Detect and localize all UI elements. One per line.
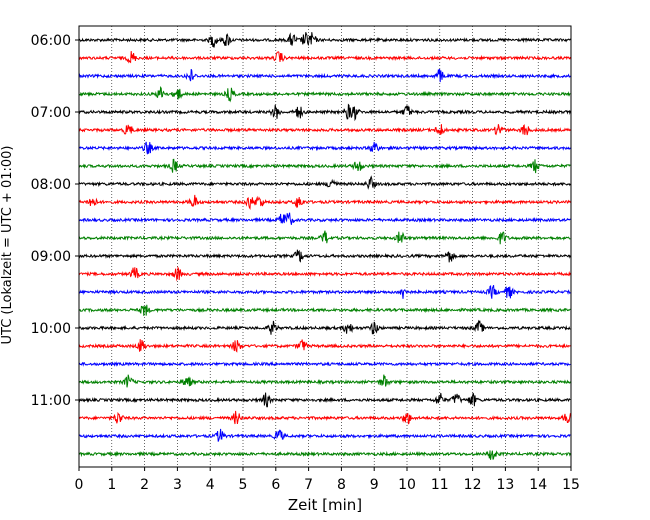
seismic-traces	[78, 32, 571, 460]
trace-1100	[78, 392, 571, 408]
y-tick-label: 06:00	[31, 33, 71, 49]
trace-0815	[78, 194, 571, 211]
x-tick-label: 12	[464, 477, 482, 493]
x-tick-label: 3	[173, 477, 182, 493]
x-tick-label: 13	[496, 477, 514, 493]
x-tick-label: 15	[562, 477, 580, 493]
y-tick-label: 11:00	[31, 393, 71, 409]
trace-0915	[78, 265, 571, 282]
trace-0615	[78, 51, 571, 64]
trace-0630	[78, 68, 571, 83]
trace-0645	[78, 86, 571, 103]
x-tick-label: 7	[304, 477, 313, 493]
trace-0930	[78, 284, 571, 299]
trace-0900	[78, 249, 571, 263]
trace-1015	[78, 339, 571, 353]
y-tick-label: 07:00	[31, 105, 71, 121]
trace-1000	[78, 319, 571, 335]
trace-1045	[78, 374, 571, 388]
x-tick-label: 11	[431, 477, 449, 493]
trace-1130	[78, 428, 571, 442]
x-tick-label: 1	[107, 477, 116, 493]
trace-0715	[78, 124, 571, 136]
x-tick-label: 6	[271, 477, 280, 493]
trace-0830	[78, 212, 571, 225]
y-axis-ticks: 06:00 07:00 08:00 09:00 10:00 11:00	[31, 33, 79, 409]
x-tick-label: 8	[337, 477, 346, 493]
trace-0700	[78, 103, 571, 122]
x-tick-label: 4	[206, 477, 215, 493]
trace-0730	[79, 141, 571, 155]
trace-0945	[78, 304, 571, 316]
trace-1115	[78, 410, 571, 425]
y-axis-label: UTC (Lokalzeit = UTC + 01:00)	[0, 146, 15, 345]
trace-0800	[78, 175, 571, 190]
trace-0745	[78, 158, 571, 174]
x-tick-label: 2	[140, 477, 149, 493]
trace-0600	[78, 32, 571, 48]
y-tick-label: 10:00	[31, 321, 71, 337]
plot-frame	[78, 25, 572, 468]
trace-1145	[78, 450, 571, 460]
x-tick-label: 10	[398, 477, 416, 493]
x-tick-label: 9	[370, 477, 379, 493]
trace-0845	[78, 230, 571, 245]
x-axis-label: Zeit [min]	[288, 496, 362, 514]
y-tick-label: 09:00	[31, 249, 71, 265]
y-tick-label: 08:00	[31, 177, 71, 193]
x-tick-label: 5	[239, 477, 248, 493]
trace-1030	[78, 360, 571, 367]
x-tick-label: 0	[75, 477, 84, 493]
x-tick-label: 14	[529, 477, 547, 493]
x-axis-ticks: 0 1 2 3 4 5 6 7 8 9 10 11 12 13 14 15	[75, 467, 580, 493]
